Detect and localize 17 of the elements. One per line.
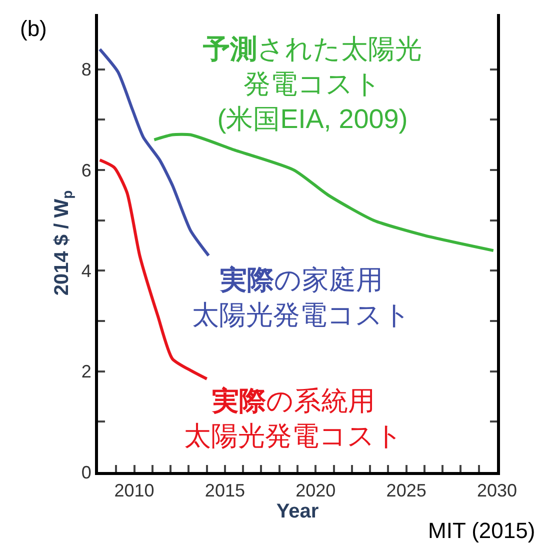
x-tick-label: 2020 xyxy=(296,480,336,501)
y-tick-label: 6 xyxy=(81,160,92,180)
y-tick-label: 8 xyxy=(81,60,92,80)
series-label: 実際の系統用太陽光発電コスト xyxy=(184,386,403,452)
series-label: 予測された太陽光発電コスト(米国EIA, 2009) xyxy=(202,34,422,134)
series-label: 実際の家庭用太陽光発電コスト xyxy=(192,265,411,330)
y-tick-label: 2 xyxy=(81,362,92,382)
x-tick-label: 2010 xyxy=(114,480,154,501)
y-tick-label: 4 xyxy=(81,260,92,281)
text: (b) xyxy=(20,16,47,41)
y-tick-label: 0 xyxy=(81,462,92,482)
x-tick-label: 2030 xyxy=(476,480,518,501)
x-axis-title: Year xyxy=(276,500,319,523)
text: MIT (2015) xyxy=(428,518,536,543)
line-series xyxy=(152,132,495,252)
x-tick-label: 2025 xyxy=(386,480,426,501)
x-tick-label: 2015 xyxy=(204,480,245,501)
